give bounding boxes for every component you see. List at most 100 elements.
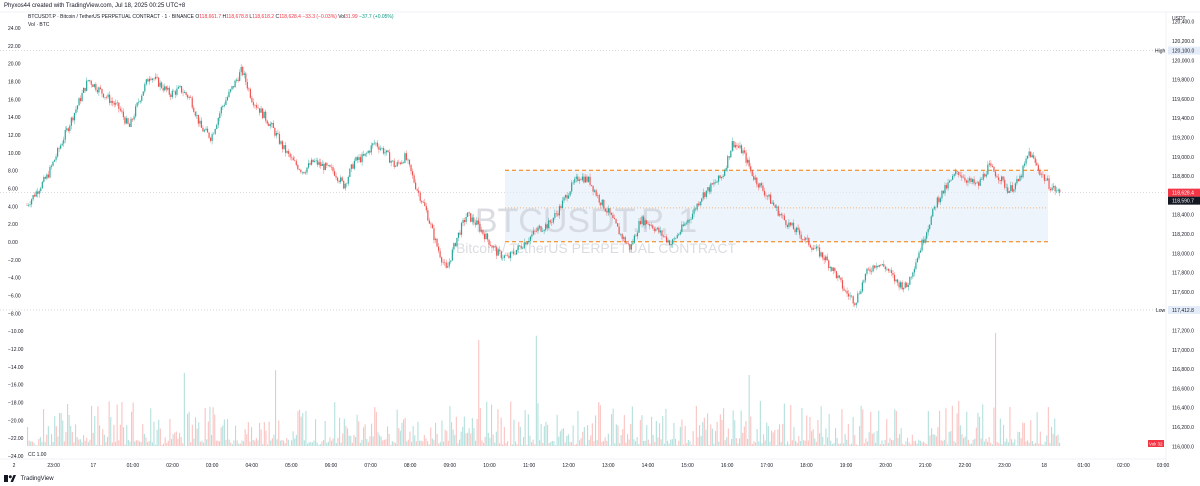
candle <box>418 187 420 197</box>
candle-body <box>984 174 986 177</box>
volume-bar <box>73 442 75 446</box>
candle <box>61 140 63 146</box>
volume-bar <box>665 408 667 446</box>
volume-bar <box>180 437 182 446</box>
candle-body <box>1057 189 1059 191</box>
volume-bar <box>1055 435 1057 446</box>
candle <box>534 230 536 235</box>
time-axis-tick: 17:00 <box>761 463 774 469</box>
candle-body <box>286 151 288 153</box>
candle-body <box>284 145 287 153</box>
candle-body <box>681 224 683 232</box>
candle-body <box>557 213 559 216</box>
candle-body <box>769 194 772 204</box>
volume-bar <box>318 444 320 446</box>
volume-bar <box>894 409 896 446</box>
candle <box>812 244 815 251</box>
candle <box>202 125 204 132</box>
candle-body <box>717 175 720 182</box>
candle-body <box>454 243 456 247</box>
candle <box>173 89 175 92</box>
price-axis-tick: 120,000.0 <box>1172 58 1194 64</box>
candle <box>707 186 709 194</box>
candle <box>742 148 744 156</box>
volume-bar <box>996 441 998 446</box>
candle <box>200 117 203 128</box>
candle <box>84 87 86 93</box>
candle <box>109 91 111 106</box>
candle <box>57 146 59 159</box>
volume-bar <box>867 441 869 446</box>
candle <box>473 214 475 226</box>
volume-bar <box>761 443 763 446</box>
volume-bar <box>331 440 333 446</box>
volume-bar <box>513 419 515 446</box>
volume-bar <box>449 406 451 446</box>
time-axis-tick: 17 <box>90 463 96 469</box>
candle <box>436 237 438 248</box>
candle <box>52 161 54 167</box>
candle <box>291 153 293 161</box>
candle <box>991 163 994 168</box>
candle <box>153 77 155 82</box>
candle <box>687 218 689 225</box>
candle <box>456 237 458 248</box>
candle <box>35 189 37 198</box>
candle <box>806 234 808 241</box>
candle <box>75 105 77 116</box>
candle <box>814 244 816 249</box>
candle <box>190 94 192 99</box>
volume-bar <box>403 419 405 446</box>
volume-bar <box>873 432 875 446</box>
candle <box>330 163 333 171</box>
volume-bar <box>796 442 798 446</box>
candle <box>840 277 842 283</box>
candle <box>70 116 72 130</box>
candle <box>113 100 115 108</box>
candle-body <box>343 180 345 189</box>
candle-body <box>144 84 146 92</box>
volume-bar <box>123 427 125 446</box>
candle <box>350 164 352 173</box>
candle-body <box>678 234 680 236</box>
candle <box>696 203 698 212</box>
candle <box>558 204 561 219</box>
candle-body <box>901 282 903 290</box>
candle <box>921 238 923 252</box>
volume-bar <box>1030 420 1032 446</box>
volume-bar <box>219 441 221 446</box>
cc-axis-tick: 24.00 <box>8 26 21 32</box>
candle <box>489 241 492 247</box>
candle <box>794 227 796 235</box>
candle-body <box>118 102 120 109</box>
volume-bar <box>708 444 710 446</box>
volume-bar <box>246 434 248 446</box>
volume-bar <box>777 429 779 446</box>
legend-symbol[interactable]: BTCUSDT.P · Bitcoin / TetherUS PERPETUAL… <box>28 14 194 20</box>
volume-bar <box>151 442 153 446</box>
volume-bar <box>380 436 382 446</box>
legend-indicator[interactable]: Vol · BTC <box>28 22 50 28</box>
candle <box>961 171 963 182</box>
volume-bar <box>1059 442 1061 446</box>
volume-bar <box>212 407 214 446</box>
candle <box>465 213 467 225</box>
candle-body <box>480 230 483 232</box>
candle <box>909 276 911 285</box>
candle-body <box>662 235 665 237</box>
candle-body <box>338 180 340 183</box>
volume-bar <box>523 436 525 446</box>
cc-axis-tick: −6.00 <box>8 294 21 300</box>
candle <box>626 241 628 244</box>
candle-body <box>314 161 316 163</box>
candle-body <box>658 227 660 233</box>
candle-body <box>500 251 502 259</box>
volume-bar <box>415 441 417 446</box>
candle <box>415 179 417 190</box>
candle <box>177 85 180 89</box>
candle <box>1007 183 1009 195</box>
candle-body <box>549 220 551 223</box>
cc-indicator-label[interactable]: CC 1.00 <box>28 452 46 458</box>
volume-bar <box>353 434 355 446</box>
